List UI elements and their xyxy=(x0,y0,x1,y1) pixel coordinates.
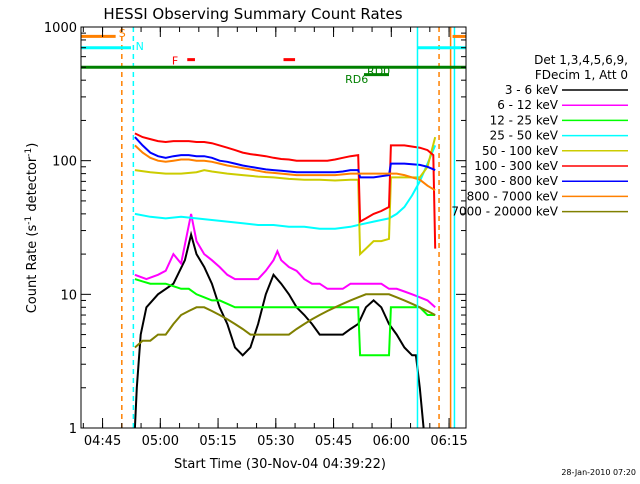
y-tick-label: 1000 xyxy=(44,21,77,36)
y-axis-label: Count Rate (s-1 detector-1) xyxy=(24,143,40,314)
series-line-8 xyxy=(134,144,436,192)
legend-label-6: 100 - 300 keV xyxy=(474,159,558,173)
series-line-6 xyxy=(134,132,437,249)
annotation-f: F xyxy=(172,55,178,68)
y-axis-label-sup2: -1 xyxy=(24,148,34,157)
y-tick-label: 10 xyxy=(60,288,77,303)
legend-label-3: 12 - 25 keV xyxy=(490,113,559,127)
annotation-rd0: RD0 xyxy=(367,65,390,78)
series-line-1 xyxy=(133,230,425,428)
x-tick-label: 06:15 xyxy=(430,434,467,449)
annotation-n: N xyxy=(136,40,144,53)
series-line-9 xyxy=(134,293,436,349)
x-tick-label: 05:30 xyxy=(257,434,294,449)
x-tick-label: 05:45 xyxy=(315,434,352,449)
annotation-s: S xyxy=(119,27,126,40)
series-line-3 xyxy=(134,278,436,357)
legend-label-2: 6 - 12 keV xyxy=(497,98,559,112)
plot-area xyxy=(81,27,466,428)
series-line-2 xyxy=(134,213,436,309)
legend-label-7: 300 - 800 keV xyxy=(474,174,558,188)
y-axis-label-sup: -1 xyxy=(24,216,34,225)
y-axis-label-end: ) xyxy=(25,143,40,148)
x-axis-label: Start Time (30-Nov-04 04:39:22) xyxy=(174,457,386,472)
legend-label-5: 50 - 100 keV xyxy=(482,144,559,158)
y-tick-label: 100 xyxy=(52,155,77,170)
plot-frame xyxy=(80,26,467,429)
series-line-7 xyxy=(134,136,436,179)
x-tick-label: 04:45 xyxy=(84,434,121,449)
annotation-rd6: RD6 xyxy=(345,73,368,86)
y-axis-label-mid: detector xyxy=(25,156,40,216)
legend-header-1: Det 1,3,4,5,6,9, xyxy=(534,53,628,67)
legend-label-9: 7000 - 20000 keV xyxy=(451,205,558,219)
legend: Det 1,3,4,5,6,9, FDecim 1, Att 0 3 - 6 k… xyxy=(451,53,628,219)
x-tick-label: 05:00 xyxy=(142,434,179,449)
chart-title: HESSI Observing Summary Count Rates xyxy=(103,5,402,23)
footer-timestamp: 28-Jan-2010 07:20 xyxy=(561,468,636,477)
legend-label-8: 800 - 7000 keV xyxy=(467,189,559,203)
legend-label-1: 3 - 6 keV xyxy=(505,83,559,97)
y-axis-label-main: Count Rate (s xyxy=(25,225,40,314)
legend-header-2: FDecim 1, Att 0 xyxy=(535,68,628,82)
x-tick-label: 06:00 xyxy=(373,434,410,449)
legend-label-4: 25 - 50 keV xyxy=(490,129,559,143)
y-tick-label: 1 xyxy=(69,422,77,437)
x-tick-label: 05:15 xyxy=(199,434,236,449)
series-line-4 xyxy=(134,145,437,230)
